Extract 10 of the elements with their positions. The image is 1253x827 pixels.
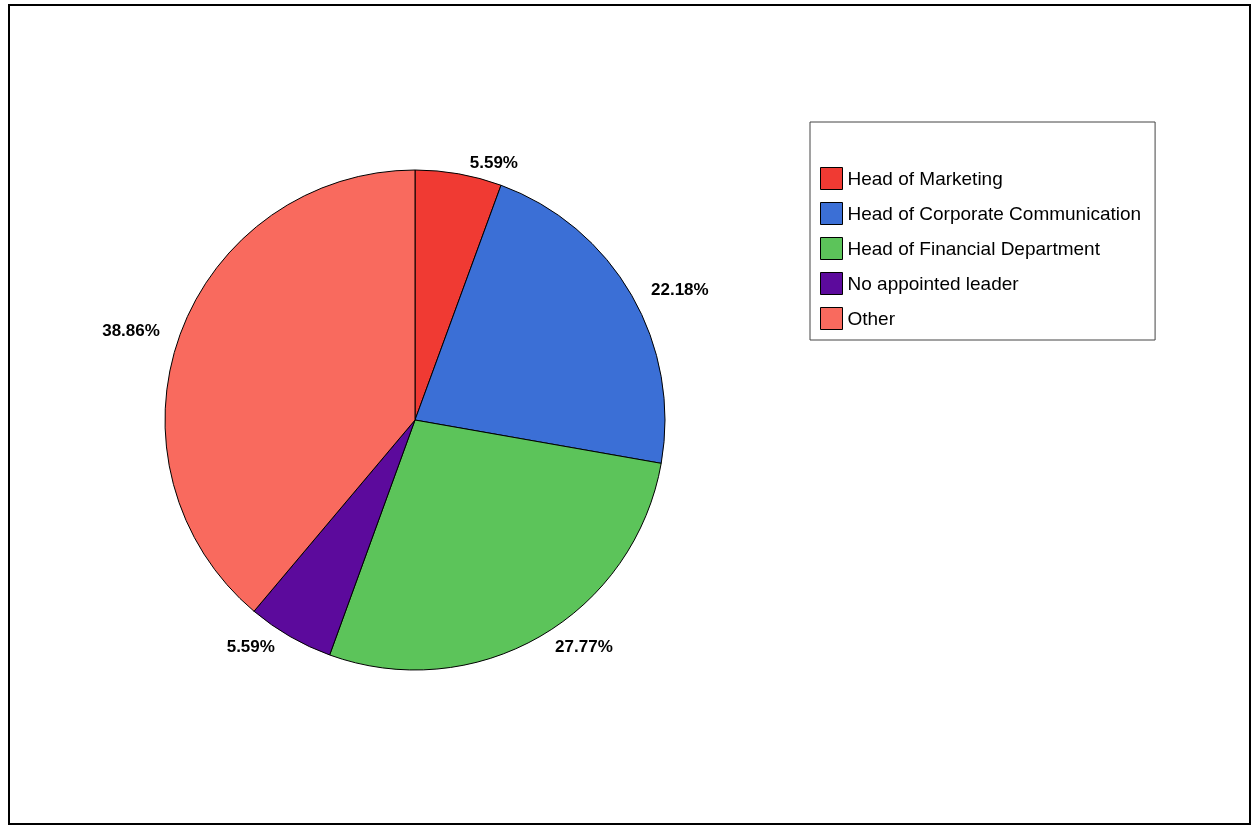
legend-label: Other	[847, 308, 896, 329]
data-label: 5.59%	[469, 152, 518, 172]
data-label: 38.86%	[102, 320, 160, 340]
legend-label: Head of Corporate Communication	[847, 203, 1142, 224]
legend-label: Head of Marketing	[847, 168, 1003, 189]
legend-label: No appointed leader	[847, 273, 1020, 294]
data-label: 27.77%	[555, 637, 613, 657]
legend-label: Head of Financial Department	[847, 238, 1101, 259]
data-label: 22.18%	[651, 279, 709, 299]
data-label: 5.59%	[226, 637, 275, 657]
